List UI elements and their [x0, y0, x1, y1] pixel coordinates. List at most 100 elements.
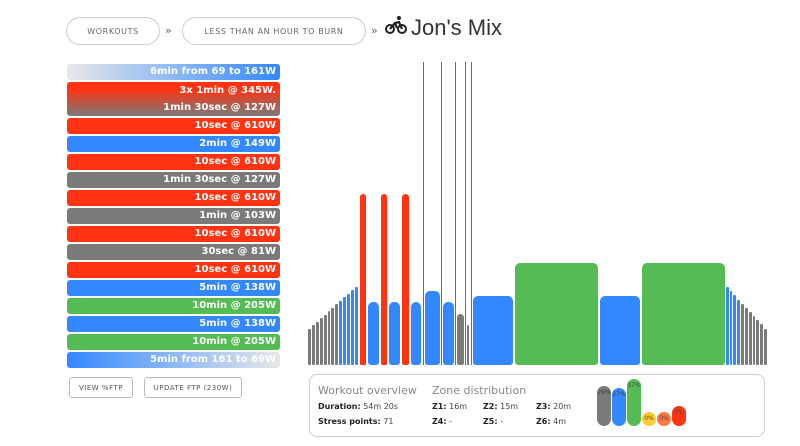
stress-label: Stress points:	[318, 417, 381, 426]
zone-title: Zone distribution	[432, 384, 527, 397]
zone-percent-bar: 27%	[612, 387, 626, 426]
ramp-step-bar	[323, 314, 327, 365]
ramp-step-bar	[311, 325, 315, 365]
ramp-step-bar	[350, 290, 354, 365]
ramp-step-bar	[319, 318, 323, 365]
zone-percent-bar: 0%	[642, 412, 656, 426]
interval-label: 10min @ 205W	[192, 336, 276, 347]
zone-z1: Z1: 16m	[432, 402, 468, 411]
zone-z4: Z4: -	[432, 417, 453, 426]
stress-points: Stress points: 71	[318, 417, 393, 426]
interval-bar	[359, 193, 367, 365]
interval-item[interactable]: 30sec @ 81W	[67, 244, 280, 260]
interval-item[interactable]: 5min @ 138W	[67, 316, 280, 332]
interval-item[interactable]: 6min from 69 to 161W	[67, 64, 280, 80]
ramp-step-bar	[760, 324, 764, 365]
interval-label: 6min from 69 to 161W	[150, 66, 276, 77]
interval-item[interactable]: 10sec @ 610W	[67, 226, 280, 242]
ramp-step-bar	[741, 303, 744, 365]
ramp-step-bar	[315, 321, 319, 365]
interval-item[interactable]: 2min @ 149W	[67, 136, 280, 152]
interval-item[interactable]: 5min from 161 to 69W	[67, 352, 280, 368]
zone-percent-bar: 7%	[672, 405, 686, 426]
sprint-interval-line	[455, 62, 457, 365]
breadcrumb-separator: »	[165, 24, 172, 37]
interval-label: 3x 1min @ 345W.	[179, 85, 276, 96]
ramp-step-bar	[327, 311, 331, 365]
breadcrumb-category[interactable]: LESS THAN AN HOUR TO BURN	[182, 17, 366, 45]
ramp-step-bar	[335, 304, 339, 365]
interval-item[interactable]: 1min @ 103W	[67, 208, 280, 224]
interval-bar	[443, 301, 454, 365]
interval-label: 10sec @ 610W	[194, 156, 276, 167]
interval-label: 5min from 161 to 69W	[150, 354, 276, 365]
ramp-step-bar	[748, 312, 752, 365]
interval-bar	[389, 301, 401, 365]
interval-label: 5min @ 138W	[199, 318, 276, 329]
zone-percent-bar: 0%	[657, 412, 671, 426]
sprint-interval-line	[470, 62, 472, 365]
zone-percent-bar: 37%	[627, 378, 641, 426]
ramp-step-bar	[744, 307, 748, 365]
interval-bar	[642, 263, 725, 365]
workout-title: Jon's Mix	[411, 15, 502, 40]
interval-label: 1min @ 103W	[199, 210, 276, 221]
ramp-step-bar	[756, 320, 760, 365]
ramp-step-bar	[343, 297, 347, 365]
interval-item[interactable]: 10sec @ 610W	[67, 262, 280, 278]
update-ftp-button[interactable]: UPDATE FTP (230W)	[144, 377, 242, 398]
ramp-step-bar	[331, 307, 335, 365]
interval-label: 30sec @ 81W	[201, 246, 277, 257]
ramp-step-bar	[737, 299, 741, 365]
interval-item[interactable]: 10sec @ 610W	[67, 118, 280, 134]
interval-label: 5min @ 138W	[199, 282, 276, 293]
interval-item[interactable]: 5min @ 138W	[67, 280, 280, 296]
interval-bar	[402, 193, 409, 365]
ramp-step-bar	[308, 328, 311, 365]
zone-z6: Z6: 4m	[536, 417, 567, 426]
duration-label: Duration:	[318, 402, 361, 411]
view-ftp-button[interactable]: VIEW %FTP	[69, 377, 133, 398]
breadcrumb-workouts[interactable]: WORKOUTS	[66, 17, 160, 45]
sprint-interval-line	[423, 62, 424, 365]
ramp-step-bar	[764, 328, 767, 365]
interval-bar	[599, 296, 640, 365]
stress-value: 71	[383, 417, 394, 426]
zone-z3: Z3: 20m	[536, 402, 572, 411]
ramp-step-bar	[752, 316, 756, 365]
interval-bar	[380, 193, 388, 365]
interval-item[interactable]: 10min @ 205W	[67, 298, 280, 314]
duration-value: 54m 20s	[363, 402, 399, 411]
interval-bar	[457, 313, 464, 365]
ramp-step-bar	[725, 287, 729, 365]
duration: Duration: 54m 20s	[318, 402, 398, 411]
zone-percent-bar: 29%	[597, 385, 611, 426]
ramp-step-bar	[354, 286, 358, 365]
page-title: Jon's Mix	[385, 15, 502, 41]
interval-bar	[424, 290, 440, 365]
breadcrumb-separator: »	[371, 24, 378, 37]
interval-bar	[368, 301, 379, 365]
interval-label: 10sec @ 610W	[194, 228, 276, 239]
ramp-step-bar	[729, 291, 733, 365]
interval-item[interactable]: 1min 30sec @ 127W	[67, 172, 280, 188]
interval-item[interactable]: 10sec @ 610W	[67, 190, 280, 206]
interval-bar	[472, 296, 513, 365]
ramp-step-bar	[733, 295, 737, 365]
interval-item[interactable]: 10sec @ 610W	[67, 154, 280, 170]
interval-label: 10min @ 205W	[192, 300, 276, 311]
interval-bar	[515, 263, 598, 365]
ramp-step-bar	[347, 293, 350, 365]
interval-label: 10sec @ 610W	[194, 192, 276, 203]
zone-z2: Z2: 15m	[483, 402, 519, 411]
ramp-step-bar	[339, 300, 343, 365]
interval-label: 2min @ 149W	[199, 138, 276, 149]
interval-item[interactable]: 10min @ 205W	[67, 334, 280, 350]
interval-label: 1min 30sec @ 127W	[163, 174, 276, 185]
cyclist-icon	[385, 15, 407, 41]
zone-z5: Z5: -	[483, 417, 504, 426]
interval-label: 10sec @ 610W	[194, 264, 276, 275]
workout-overview-panel: Workout overview Duration: 54m 20s Stres…	[309, 374, 765, 437]
interval-label: 1min 30sec @ 127W	[163, 102, 276, 113]
interval-item[interactable]: 3x 1min @ 345W. 1min 30sec @ 127W	[67, 82, 280, 116]
